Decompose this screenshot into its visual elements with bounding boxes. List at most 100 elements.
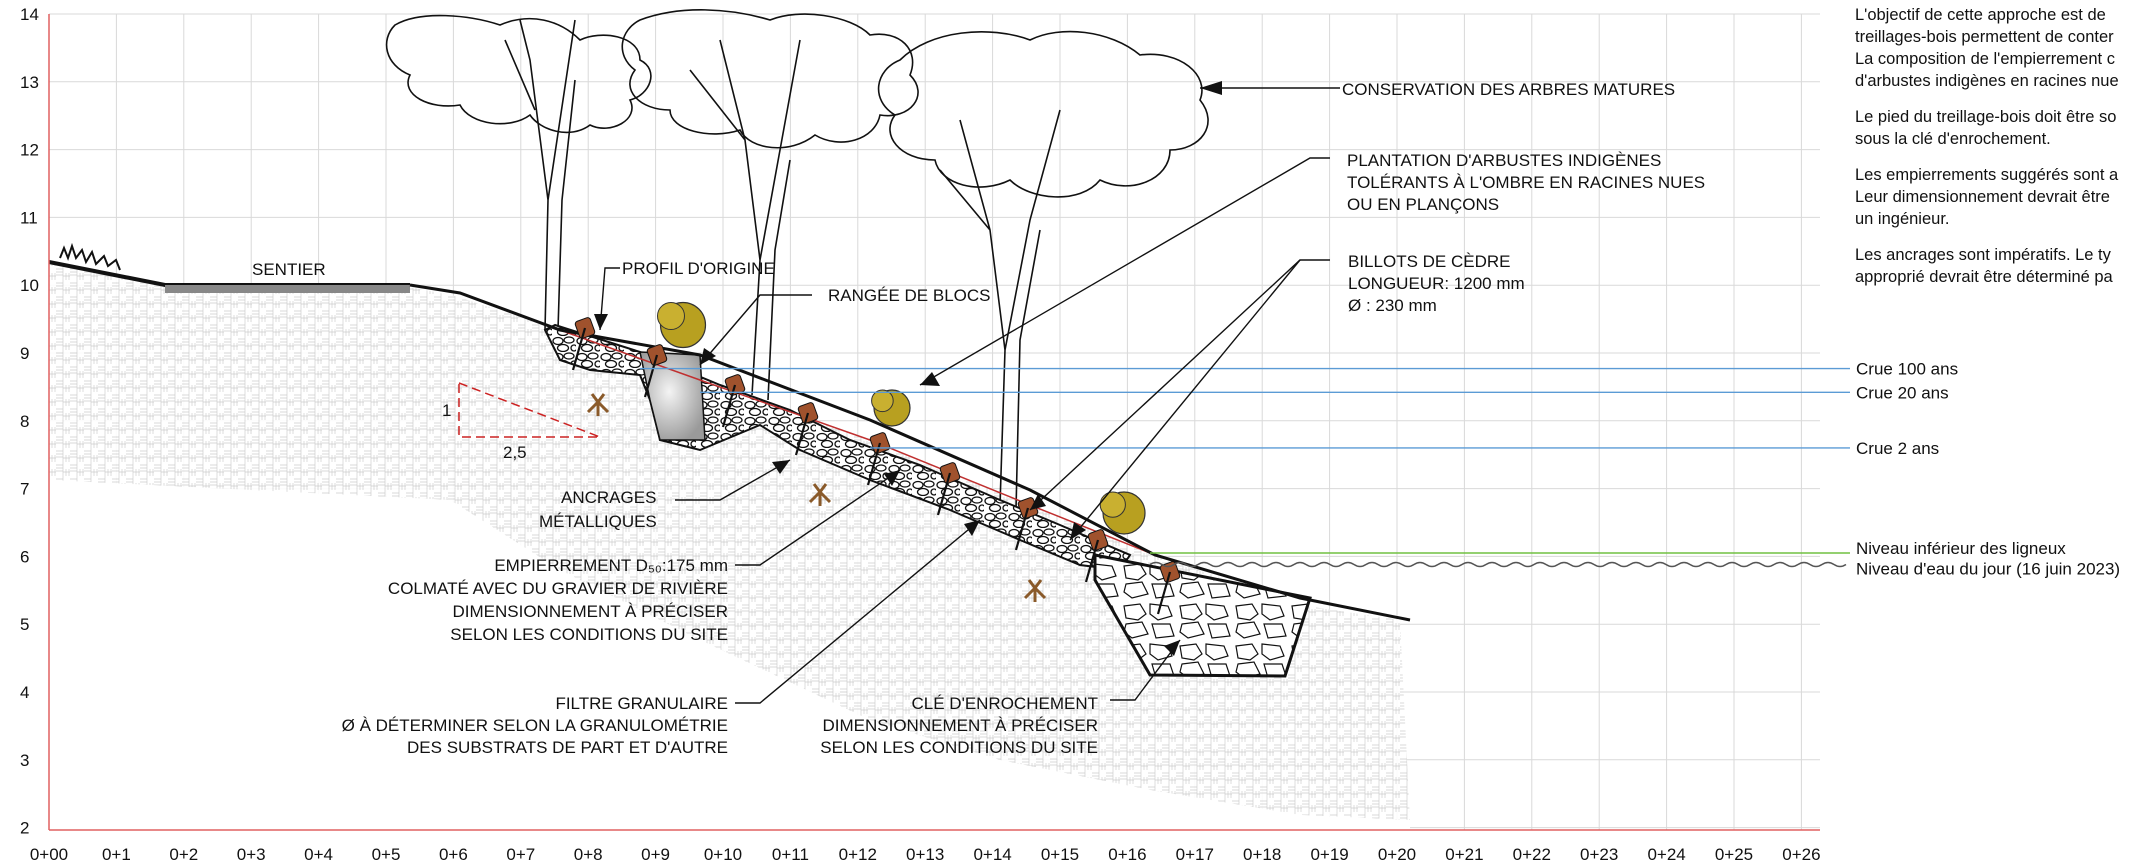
- water-level-label: Niveau inférieur des ligneux: [1856, 539, 2066, 558]
- label-plantation: PLANTATION D'ARBUSTES INDIGÈNES TOLÉRANT…: [1347, 151, 1705, 214]
- y-tick-label: 7: [20, 480, 29, 499]
- svg-text:EMPIERREMENT D₅₀:175 mm: EMPIERREMENT D₅₀:175 mm: [494, 556, 728, 575]
- mature-trees: [385, 9, 1209, 511]
- svg-text:ANCRAGES: ANCRAGES: [561, 488, 656, 507]
- y-tick-label: 10: [20, 276, 39, 295]
- svg-text:LONGUEUR: 1200 mm: LONGUEUR: 1200 mm: [1348, 274, 1525, 293]
- shrubs: [586, 301, 1146, 602]
- svg-text:TOLÉRANTS À L'OMBRE EN RACINES: TOLÉRANTS À L'OMBRE EN RACINES NUES: [1347, 173, 1705, 192]
- note-3: Les empierrements suggérés sont a Leur d…: [1855, 166, 2119, 228]
- label-rangee-blocs: RANGÉE DE BLOCS: [828, 286, 991, 305]
- leader-arrowheads: [594, 81, 1222, 656]
- x-tick-label: 0+4: [304, 845, 333, 863]
- x-tick-label: 0+7: [506, 845, 535, 863]
- shrub-foliage: [657, 302, 685, 330]
- anchor-rod: [1014, 507, 1030, 551]
- water-level-label: Crue 20 ans: [1856, 383, 1949, 402]
- tree-trunk-2b: [767, 159, 791, 401]
- y-tick-label: 6: [20, 547, 29, 566]
- slope-vertical-label: 1: [442, 401, 451, 420]
- x-tick-label: 0+19: [1310, 845, 1348, 863]
- svg-text:Ø À DÉTERMINER SELON LA GRANUL: Ø À DÉTERMINER SELON LA GRANULOMÉTRIE: [342, 716, 728, 735]
- x-tick-label: 0+12: [839, 845, 877, 863]
- tree-trunk-3: [939, 109, 1061, 506]
- y-tick-label: 3: [20, 751, 29, 770]
- ground-subsoil: [49, 480, 1410, 830]
- note-2: Le pied du treillage-bois doit être so s…: [1855, 108, 2117, 148]
- note-1: L'objectif de cette approche est de trei…: [1855, 6, 2119, 90]
- tree-trunk-2: [689, 39, 801, 396]
- svg-text:SELON LES CONDITIONS DU SITE: SELON LES CONDITIONS DU SITE: [450, 625, 728, 644]
- water-level-label: Crue 2 ans: [1856, 439, 1939, 458]
- svg-text:PLANTATION D'ARBUSTES INDIGÈNE: PLANTATION D'ARBUSTES INDIGÈNES: [1347, 151, 1661, 170]
- label-cle: CLÉ D'ENROCHEMENT DIMENSIONNEMENT À PRÉC…: [820, 694, 1098, 757]
- y-tick-label: 4: [20, 683, 29, 702]
- x-tick-label: 0+10: [704, 845, 742, 863]
- x-tick-label: 0+8: [574, 845, 603, 863]
- x-tick-label: 0+25: [1715, 845, 1753, 863]
- tree-canopy-2: [621, 9, 919, 149]
- water-levels: Crue 100 ans Crue 20 ans Crue 2 ans Niveau …: [640, 360, 2120, 579]
- svg-text:CLÉ D'ENROCHEMENT: CLÉ D'ENROCHEMENT: [912, 694, 1099, 713]
- bare-root-plant: [1023, 579, 1047, 602]
- x-tick-label: 0+5: [372, 845, 401, 863]
- ground-hatch: [49, 262, 1410, 820]
- bare-root-plant: [586, 393, 610, 416]
- svg-text:OU EN PLANÇONS: OU EN PLANÇONS: [1347, 195, 1499, 214]
- bare-root-plant: [808, 483, 832, 506]
- anchor-rod: [866, 442, 882, 486]
- x-tick-label: 0+22: [1513, 845, 1551, 863]
- water-line: [1149, 561, 1847, 568]
- x-tick-label: 0+1: [102, 845, 131, 863]
- y-tick-label: 9: [20, 344, 29, 363]
- anchor-rod: [571, 327, 587, 371]
- x-tick-label: 0+24: [1647, 845, 1685, 863]
- svg-text:BILLOTS DE CÈDRE: BILLOTS DE CÈDRE: [1348, 252, 1511, 271]
- anchor-rod: [643, 354, 659, 398]
- x-tick-label: 0+15: [1041, 845, 1079, 863]
- x-tick-label: 0+21: [1445, 845, 1483, 863]
- trail: [48, 242, 410, 293]
- y-tick-label: 14: [20, 5, 39, 24]
- svg-text:MÉTALLIQUES: MÉTALLIQUES: [539, 512, 657, 531]
- svg-text:DES SUBSTRATS DE PART ET D'AUT: DES SUBSTRATS DE PART ET D'AUTRE: [407, 738, 728, 757]
- y-tick-label: 11: [20, 208, 38, 227]
- shrub-foliage: [1099, 491, 1126, 518]
- label-empierrement: EMPIERREMENT D₅₀:175 mm COLMATÉ AVEC DU …: [388, 556, 728, 644]
- x-tick-label: 0+23: [1580, 845, 1618, 863]
- anchor-rod: [794, 412, 810, 456]
- y-tick-label: 8: [20, 412, 29, 431]
- y-tick-label: 12: [20, 141, 39, 160]
- x-tick-label: 0+11: [772, 845, 809, 863]
- note-4: Les ancrages sont impératifs. Le ty appr…: [1855, 246, 2113, 286]
- label-ancrages: ANCRAGES MÉTALLIQUES: [539, 488, 657, 531]
- tree-trunk-1: [504, 19, 576, 331]
- x-tick-label: 0+14: [973, 845, 1011, 863]
- label-billots: BILLOTS DE CÈDRE LONGUEUR: 1200 mm Ø : 2…: [1348, 252, 1525, 315]
- label-conservation: CONSERVATION DES ARBRES MATURES: [1342, 80, 1675, 99]
- shrub-foliage: [871, 389, 894, 413]
- y-tick-label: 2: [20, 819, 29, 838]
- anchor-rod: [1084, 539, 1100, 583]
- svg-text:Ø : 230 mm: Ø : 230 mm: [1348, 296, 1437, 315]
- water-level-label: Crue 100 ans: [1856, 360, 1958, 379]
- x-tick-label: 0+9: [641, 845, 670, 863]
- x-tick-label: 0+6: [439, 845, 468, 863]
- label-sentier: SENTIER: [252, 260, 326, 279]
- svg-text:COLMATÉ AVEC DU GRAVIER DE RIV: COLMATÉ AVEC DU GRAVIER DE RIVIÈRE: [388, 579, 728, 598]
- x-tick-label: 0+2: [169, 845, 198, 863]
- x-tick-label: 0+17: [1176, 845, 1214, 863]
- x-tick-label: 0+18: [1243, 845, 1281, 863]
- svg-text:DIMENSIONNEMENT À PRÉCISER: DIMENSIONNEMENT À PRÉCISER: [822, 716, 1098, 735]
- svg-text:FILTRE GRANULAIRE: FILTRE GRANULAIRE: [555, 694, 728, 713]
- y-axis-ticks: 2 3 4 5 6 7 8 9 10 11 12 13 14: [20, 5, 39, 838]
- svg-text:SELON LES CONDITIONS DU SITE: SELON LES CONDITIONS DU SITE: [820, 738, 1098, 757]
- slope-horizontal-label: 2,5: [503, 443, 527, 462]
- x-tick-label: 0+3: [237, 845, 266, 863]
- label-profil-origine: PROFIL D'ORIGINE: [622, 259, 775, 278]
- leader-lines: [599, 87, 1340, 704]
- anchor-rod: [936, 472, 952, 516]
- x-tick-label: 0+20: [1378, 845, 1416, 863]
- cedar-logs: [571, 317, 1181, 615]
